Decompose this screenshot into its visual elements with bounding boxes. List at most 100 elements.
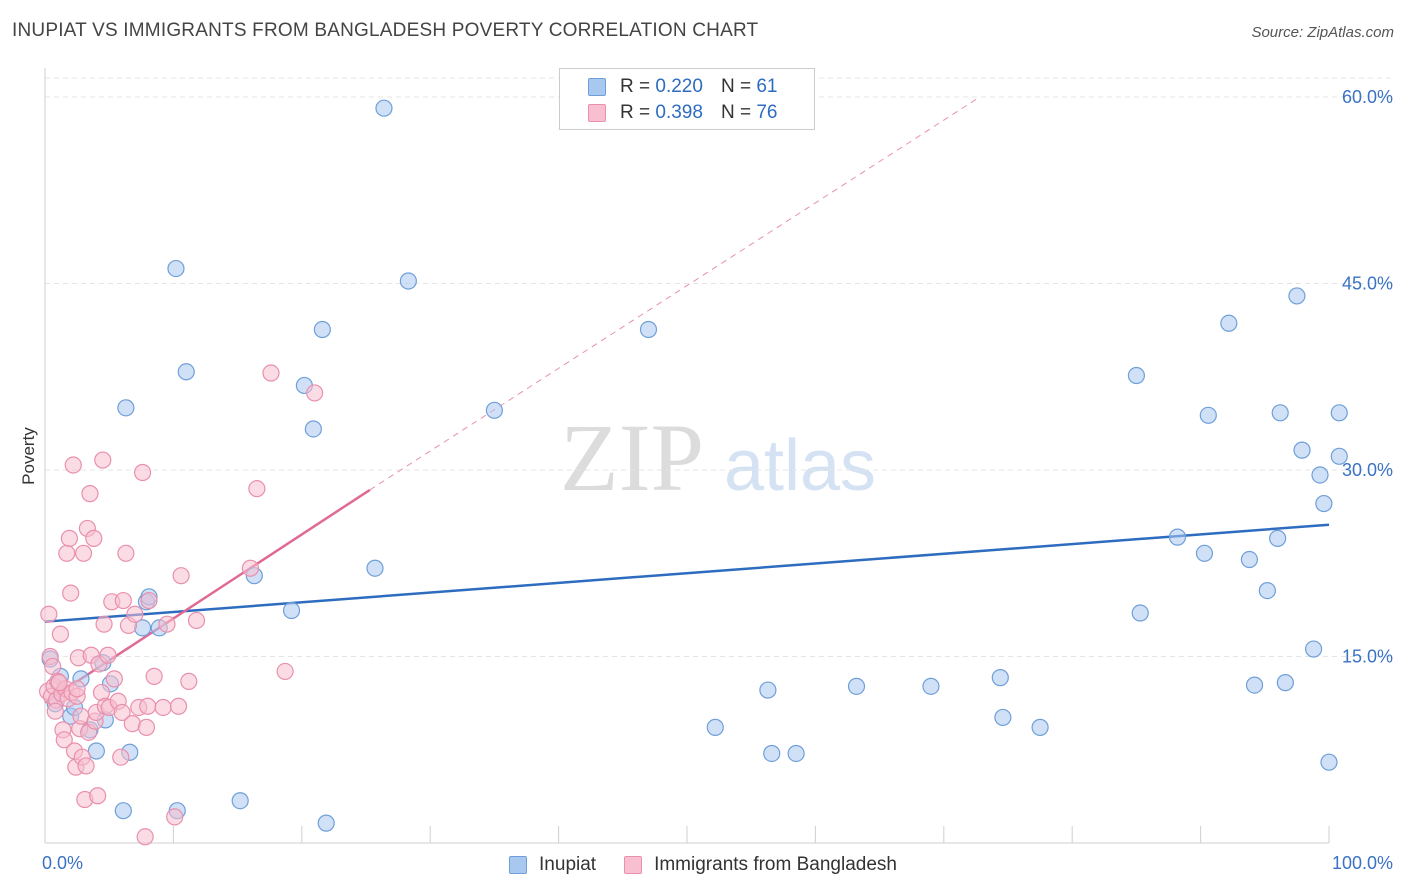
- point-inupiat: [366, 559, 384, 577]
- point-bangladesh: [154, 698, 172, 717]
- legend-row-bangladesh: R = 0.398 N = 76: [588, 101, 777, 125]
- series-legend: Inupiat Immigrants from Bangladesh: [0, 852, 1406, 878]
- point-bangladesh: [180, 672, 198, 690]
- point-inupiat: [787, 744, 805, 763]
- point-inupiat: [1258, 582, 1276, 600]
- y-tick-label: 30.0%: [1342, 460, 1393, 480]
- point-inupiat: [1220, 314, 1238, 332]
- legend-r-value: 0.398: [655, 102, 703, 123]
- x-tick-label: 100.0%: [1332, 853, 1393, 873]
- point-bangladesh: [126, 605, 144, 623]
- point-inupiat: [177, 363, 195, 381]
- point-inupiat: [763, 744, 781, 763]
- point-bangladesh: [46, 702, 64, 720]
- legend-swatch-blue: [588, 78, 606, 96]
- point-inupiat: [1199, 406, 1217, 424]
- point-inupiat: [485, 401, 503, 419]
- legend-label-inupiat: Inupiat: [539, 854, 597, 875]
- chart-source: Source: ZipAtlas.com: [1251, 24, 1394, 41]
- y-tick-label: 45.0%: [1342, 274, 1393, 294]
- point-inupiat: [375, 99, 393, 117]
- point-bangladesh: [112, 748, 130, 766]
- point-inupiat: [317, 814, 335, 832]
- legend-swatch-pink: [624, 856, 643, 874]
- point-bangladesh: [114, 591, 132, 610]
- point-bangladesh: [81, 485, 99, 503]
- point-bangladesh: [158, 615, 176, 633]
- y-tick-label: 15.0%: [1342, 647, 1393, 667]
- point-inupiat: [231, 792, 249, 810]
- point-bangladesh: [136, 828, 154, 846]
- point-inupiat: [282, 601, 301, 620]
- watermark: ZIP atlas: [560, 404, 876, 511]
- watermark-atlas: atlas: [724, 426, 876, 506]
- point-bangladesh: [241, 559, 260, 577]
- point-bangladesh: [51, 625, 70, 643]
- point-inupiat: [639, 320, 658, 339]
- point-inupiat: [1168, 528, 1187, 546]
- chart-title: INUPIAT VS IMMIGRANTS FROM BANGLADESH PO…: [12, 20, 759, 41]
- point-inupiat: [114, 802, 132, 820]
- point-inupiat: [313, 320, 331, 339]
- point-bangladesh: [117, 544, 135, 562]
- point-bangladesh: [55, 731, 73, 749]
- point-inupiat: [1240, 550, 1258, 569]
- legend-item-bangladesh[interactable]: Immigrants from Bangladesh: [624, 854, 897, 876]
- point-inupiat: [1269, 529, 1287, 547]
- point-bangladesh: [169, 697, 188, 715]
- point-inupiat: [706, 718, 724, 736]
- point-bangladesh: [113, 703, 131, 722]
- point-bangladesh: [172, 567, 190, 585]
- point-inupiat: [1127, 366, 1146, 385]
- y-axis-label: Poverty: [19, 427, 38, 485]
- legend-item-inupiat[interactable]: Inupiat: [509, 854, 596, 876]
- point-bangladesh: [40, 605, 58, 623]
- point-bangladesh: [99, 646, 117, 664]
- point-bangladesh: [44, 657, 62, 676]
- point-inupiat: [1304, 640, 1323, 658]
- legend-n-value: 61: [756, 76, 778, 97]
- legend-swatch-pink: [588, 104, 606, 122]
- x-tick-label: 0.0%: [42, 853, 83, 873]
- point-inupiat: [1031, 718, 1049, 736]
- point-bangladesh: [306, 384, 324, 402]
- point-inupiat: [1245, 676, 1264, 694]
- legend-n-value: 76: [756, 102, 778, 123]
- point-inupiat: [1131, 604, 1149, 622]
- stats-legend: R = 0.220 N = 61 R = 0.398 N = 76: [559, 68, 815, 130]
- point-inupiat: [1276, 674, 1294, 692]
- point-bangladesh: [133, 463, 152, 482]
- point-bangladesh: [105, 670, 123, 688]
- point-inupiat: [1330, 447, 1348, 465]
- point-bangladesh: [95, 615, 113, 633]
- point-bangladesh: [94, 451, 112, 469]
- tick-labels: 15.0% 30.0% 45.0% 60.0% 0.0% 100.0%: [42, 87, 1393, 873]
- point-bangladesh: [166, 808, 184, 826]
- point-inupiat: [991, 669, 1009, 687]
- point-bangladesh: [77, 757, 95, 775]
- trendline-inupiat: [44, 523, 1330, 623]
- legend-swatch-blue: [509, 856, 528, 874]
- point-inupiat: [1330, 404, 1348, 422]
- point-inupiat: [847, 677, 866, 695]
- point-inupiat: [87, 742, 105, 760]
- point-bangladesh: [137, 718, 156, 736]
- point-bangladesh: [58, 544, 76, 562]
- point-inupiat: [399, 272, 417, 290]
- point-inupiat: [117, 399, 135, 417]
- point-inupiat: [1320, 753, 1338, 771]
- point-bangladesh: [276, 662, 294, 681]
- point-inupiat: [922, 677, 940, 695]
- point-bangladesh: [60, 529, 78, 547]
- point-bangladesh: [248, 480, 266, 498]
- point-bangladesh: [85, 529, 103, 547]
- legend-r-label: R =: [620, 102, 651, 123]
- point-bangladesh: [187, 611, 206, 630]
- point-inupiat: [1315, 494, 1333, 513]
- point-inupiat: [1288, 287, 1306, 305]
- y-tick-label: 60.0%: [1342, 87, 1393, 107]
- point-inupiat: [1293, 441, 1311, 459]
- data-points: [38, 99, 1348, 846]
- point-bangladesh: [140, 591, 158, 610]
